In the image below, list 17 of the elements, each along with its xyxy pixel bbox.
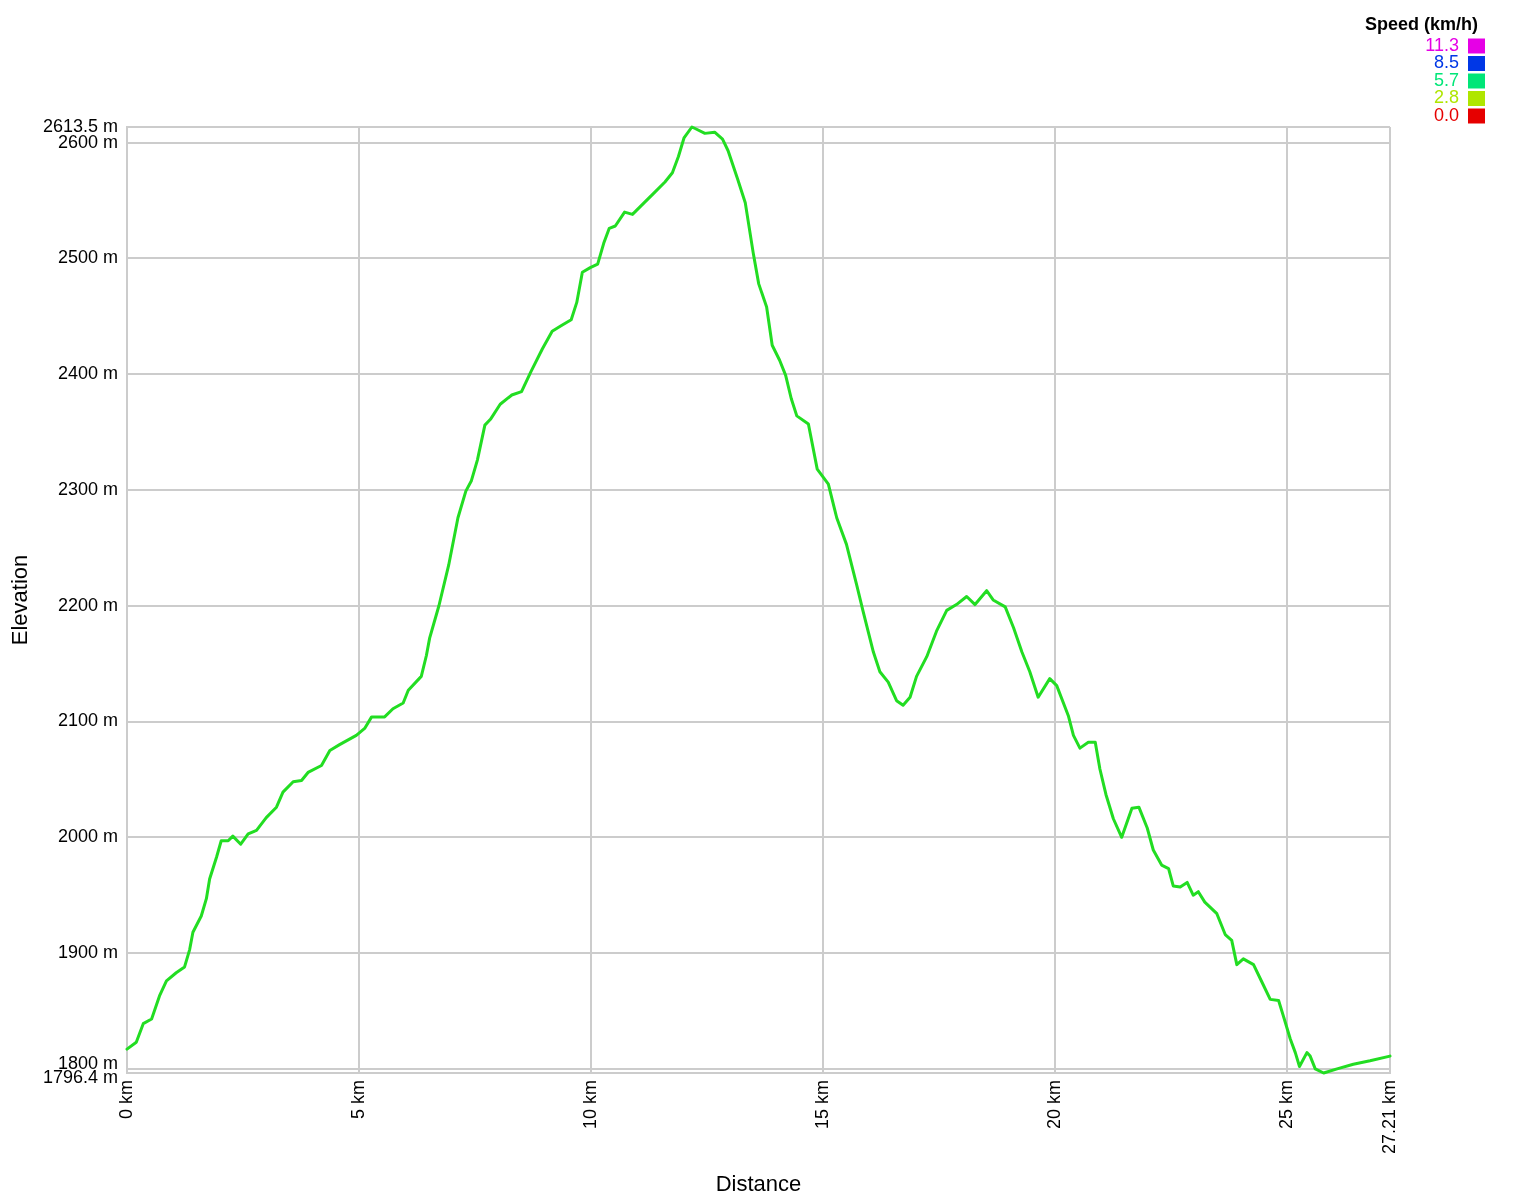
x-tick-label: 25 km bbox=[1276, 1080, 1297, 1130]
x-tick-label: 20 km bbox=[1044, 1080, 1065, 1130]
x-axis-title: Distance bbox=[715, 1170, 802, 1196]
x-tick-label: 27.21 km bbox=[1378, 1080, 1399, 1155]
y-tick-label: 2300 m bbox=[57, 478, 118, 499]
y-tick-label: 2100 m bbox=[57, 710, 118, 731]
color-bar-label: 11.3 bbox=[1425, 34, 1459, 55]
y-tick-label: 2200 m bbox=[57, 594, 118, 615]
x-tick-label: 15 km bbox=[812, 1080, 833, 1130]
color-bar-title: Speed (km/h) bbox=[1364, 13, 1478, 34]
y-tick-label: 2500 m bbox=[57, 247, 118, 268]
y-tick-label: 2400 m bbox=[57, 363, 118, 384]
y-tick-label: 1900 m bbox=[57, 942, 118, 963]
x-tick-label: 10 km bbox=[580, 1080, 601, 1130]
y-tick-label: 2000 m bbox=[57, 826, 118, 847]
x-tick-label: 5 km bbox=[348, 1080, 369, 1120]
y-axis-title: Elevation bbox=[7, 554, 33, 646]
